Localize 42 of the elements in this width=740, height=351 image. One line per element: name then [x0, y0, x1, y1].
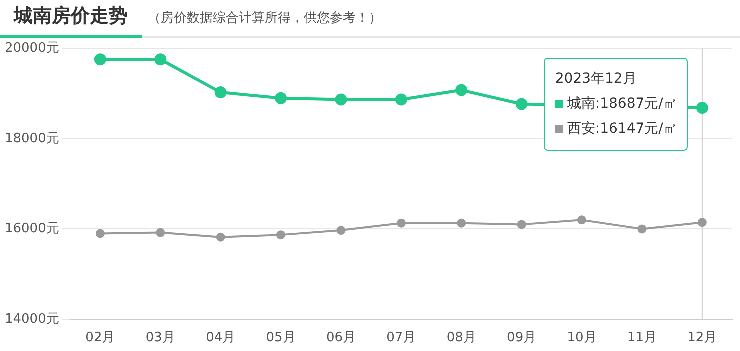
x-tick-label: 07月 [386, 330, 416, 346]
point [395, 94, 408, 106]
x-tick-label: 11月 [627, 330, 657, 346]
x-tick-label: 05月 [266, 330, 296, 346]
x-tick-label: 10月 [567, 330, 597, 346]
annotation: :18687元/㎡ [595, 96, 678, 112]
point [578, 216, 587, 225]
point [335, 94, 348, 106]
point [396, 218, 406, 228]
x-tick-label: 04月 [206, 330, 236, 346]
x-tick-label: 08月 [446, 330, 476, 346]
x-tick-label: 03月 [146, 330, 176, 346]
point [156, 228, 166, 238]
x-tick-label: 09月 [507, 330, 537, 346]
point [638, 224, 647, 234]
point [275, 92, 288, 104]
x-tick-label: 06月 [326, 330, 356, 346]
point [698, 218, 707, 228]
y-tick-label: 20000元 [4, 41, 60, 56]
x-tick-label: 02月 [86, 330, 116, 346]
annotation: 2023年12月 [555, 70, 638, 89]
point [216, 232, 226, 242]
point [457, 218, 466, 228]
chart-title: 城南房价走势 [0, 3, 142, 38]
point [276, 230, 286, 240]
point [696, 102, 708, 114]
point [94, 54, 106, 66]
chart-subtitle: （房价数据综合计算所得，供您参考！） [147, 10, 382, 28]
y-tick-label: 18000元 [4, 131, 60, 146]
point [456, 84, 468, 96]
point [516, 98, 528, 110]
point [154, 54, 167, 66]
x-tick-label: 12月 [688, 330, 718, 346]
y-tick-label: 16000元 [4, 222, 60, 237]
y-tick-label: 14000元 [4, 312, 60, 327]
legend-label: 西安 [567, 121, 596, 137]
point [214, 86, 227, 99]
point [96, 229, 105, 238]
point [336, 226, 346, 236]
legend-label: 城南 [567, 96, 596, 112]
annotation: :16147元/㎡ [595, 121, 678, 137]
point [517, 220, 526, 230]
